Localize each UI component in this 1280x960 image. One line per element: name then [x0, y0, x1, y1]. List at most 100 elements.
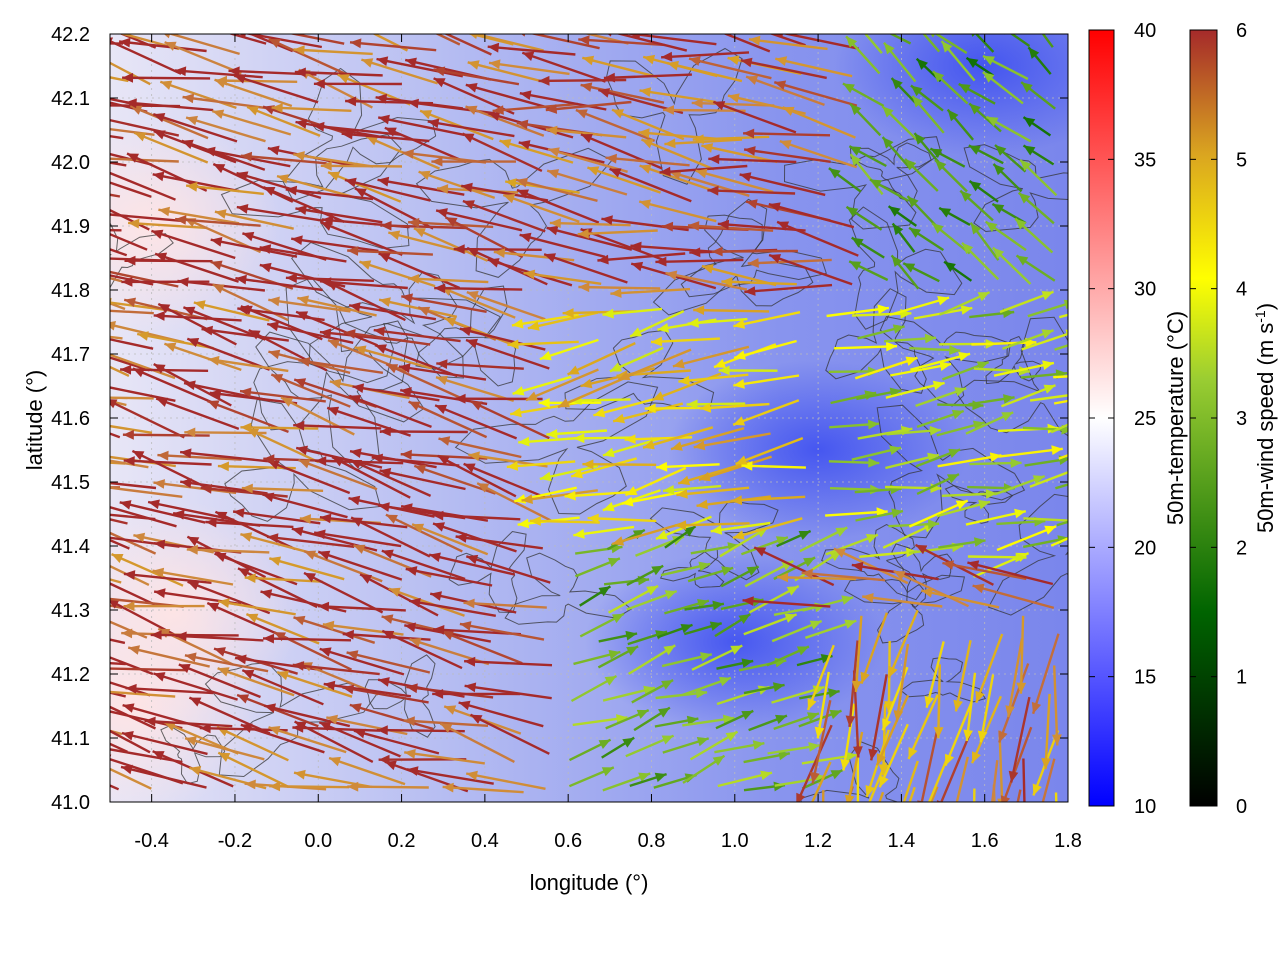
wind-arrow-head: [734, 350, 746, 360]
wind-arrow-shaft: [110, 39, 182, 75]
wind-arrow-head: [379, 426, 391, 437]
wind-arrow-shaft: [461, 132, 543, 172]
wind-arrow-head: [323, 680, 336, 691]
wind-arrow-shaft: [465, 83, 551, 110]
wind-arrow-head: [977, 730, 988, 743]
wind-arrow-shaft: [214, 510, 296, 551]
wind-arrow-shaft: [246, 105, 321, 137]
wind-arrow-head: [735, 455, 748, 465]
wind-arrow-shaft: [476, 482, 553, 522]
wind-arrow-head: [268, 726, 281, 736]
wind-arrow-head: [865, 785, 875, 797]
wind-arrow-shaft: [313, 531, 402, 548]
wind-arrow-shaft: [605, 156, 690, 167]
wind-arrow-shaft: [359, 260, 436, 288]
wind-arrow-head: [240, 723, 253, 733]
wind-arrow-shaft: [347, 249, 433, 256]
wind-arrow-shaft: [1023, 517, 1068, 522]
wind-arrow-head: [1008, 770, 1019, 783]
wind-arrow-shaft: [317, 605, 406, 612]
wind-arrow-head: [700, 652, 712, 662]
wind-arrow-shaft: [811, 699, 832, 784]
wind-arrow-shaft: [567, 342, 636, 376]
x-tick-label: 1.6: [971, 830, 999, 852]
wind-arrow-shaft: [934, 34, 968, 55]
wind-arrow-head: [124, 255, 136, 266]
wind-arrow-head: [1000, 795, 1011, 802]
wind-arrow-head: [383, 8, 395, 17]
wind-arrow-head: [319, 328, 332, 339]
wind-arrow-head: [651, 565, 664, 576]
wind-arrow-head: [722, 714, 735, 725]
wind-arrow-shaft: [438, 437, 522, 459]
wind-arrow-head: [741, 710, 754, 720]
wind-arrow-shaft: [152, 113, 238, 143]
wind-arrow-head: [516, 119, 529, 130]
wind-arrow-shaft: [466, 290, 546, 321]
wind-arrow-shaft: [133, 131, 209, 164]
wind-arrow-head: [625, 630, 638, 641]
wind-arrow-shaft: [955, 756, 969, 802]
wind-arrow-head: [1016, 255, 1029, 266]
terrain-contour-line: [110, 223, 174, 289]
wind-arrow-head: [828, 688, 840, 698]
wind-arrow-shaft: [593, 396, 660, 417]
wind-arrow-head: [769, 254, 782, 264]
wind-arrow-head: [317, 601, 330, 612]
wind-arrow-shaft: [670, 427, 745, 451]
wind-arrow-head: [240, 422, 252, 433]
terrain-contour-line: [448, 530, 527, 614]
wind-arrow-head: [319, 722, 332, 732]
x-tick-label: 0.2: [388, 830, 416, 852]
wind-arrow-head: [652, 391, 665, 401]
wind-arrow-head: [412, 18, 424, 27]
wind-arrow-head: [968, 145, 981, 155]
wind-arrow-head: [409, 637, 422, 648]
wind-arrow-head: [262, 492, 275, 502]
wind-arrow-head: [1020, 835, 1030, 846]
wind-arrow-head: [47, 716, 59, 725]
wind-arrow-head: [912, 96, 924, 108]
wind-arrow-head: [208, 355, 220, 366]
wind-arrow-head: [641, 139, 654, 149]
wind-arrow-shaft: [207, 357, 289, 373]
wind-arrow-shaft: [796, 724, 833, 802]
wind-arrow-head: [944, 261, 956, 272]
wind-arrow-head: [972, 583, 985, 594]
wind-arrow-head: [610, 288, 622, 298]
wind-arrow-head: [1031, 828, 1040, 840]
wind-arrow-head: [808, 742, 820, 752]
wind-arrow-head: [342, 629, 354, 640]
wind-arrow-shaft: [465, 555, 551, 584]
wind-arrow-head: [68, 507, 79, 517]
wind-arrow-shaft: [151, 229, 236, 260]
wind-arrow-shaft: [527, 311, 599, 330]
wind-arrow-head: [180, 478, 192, 488]
wind-arrow-shaft: [352, 385, 440, 402]
wind-arrow-shaft: [291, 237, 379, 253]
wind-arrow-head: [151, 229, 164, 239]
wind-arrow-head: [435, 404, 448, 414]
wind-arrow-shaft: [545, 128, 627, 139]
wind-arrow-head: [242, 231, 255, 242]
wind-arrow-shaft: [435, 376, 515, 403]
wind-arrow-shaft: [733, 311, 801, 328]
wind-arrow-head: [1068, 516, 1079, 526]
wind-arrow-head: [349, 395, 362, 405]
x-tick-label: -0.4: [134, 830, 168, 852]
wind-arrow-shaft: [328, 756, 406, 786]
wind-arrow-head: [844, 794, 855, 802]
wind-arrow-head: [292, 723, 304, 733]
wind-arrow-head: [378, 502, 390, 512]
wind-arrow-head: [1042, 360, 1054, 370]
wind-arrow-head: [46, 384, 58, 394]
wind-arrow-shaft: [110, 386, 176, 402]
wind-arrow-head: [337, 74, 350, 84]
wind-arrow-head: [960, 305, 973, 315]
wind-arrow-head: [294, 67, 306, 78]
wind-arrow-head: [470, 714, 483, 724]
wind-arrow-head: [1023, 145, 1036, 156]
wind-arrow-head: [884, 42, 895, 55]
wind-arrow-head: [955, 500, 968, 510]
wind-arrow-head: [314, 529, 326, 540]
